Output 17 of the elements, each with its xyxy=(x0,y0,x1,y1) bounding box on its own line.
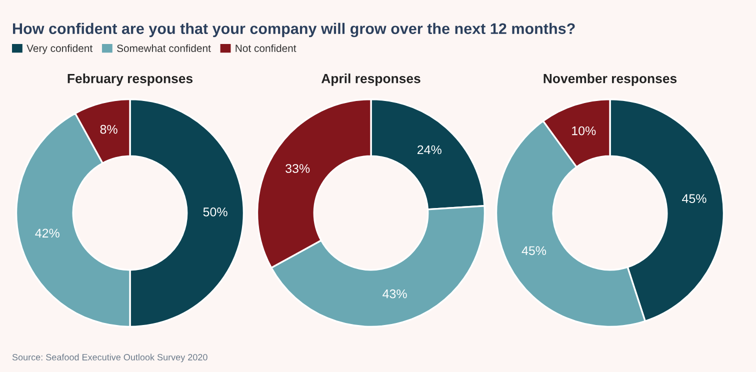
text: How confident are you that your company will grow over the next 12 months? xyxy=(13,22,575,38)
data-label: 24% xyxy=(418,145,442,154)
data-label: 10% xyxy=(572,126,596,136)
data-label: 45% xyxy=(522,246,546,256)
data-label: 8% xyxy=(100,124,118,134)
data-label: 33% xyxy=(286,164,310,173)
data-label: 45% xyxy=(682,194,706,204)
data-label: 50% xyxy=(203,208,228,216)
text: February responses xyxy=(68,74,193,86)
legend-label: Not confident xyxy=(236,44,296,52)
data-label: 43% xyxy=(382,289,407,298)
data-label: 42% xyxy=(35,228,60,238)
source-note: Source: Seafood Executive Outlook Survey 2020 xyxy=(12,354,208,362)
chart-title: April responses xyxy=(321,74,420,86)
chart-title: November responses xyxy=(544,74,677,86)
legend-label: Somewhat confident xyxy=(117,44,211,52)
legend-label: Very confident xyxy=(26,44,93,54)
